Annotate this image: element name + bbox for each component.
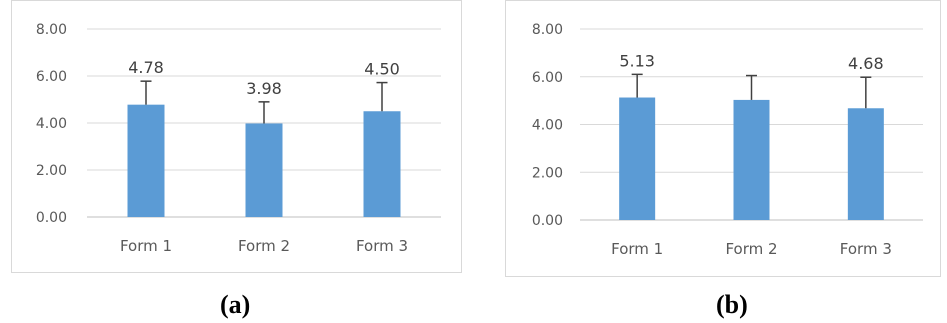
- bar-1: [619, 97, 656, 220]
- bar-chart-a: 0.00 2.00 4.00 6.00 8.00 4.78 Form 1 3.98 Form 2…: [11, 0, 462, 273]
- bar-3: [363, 111, 401, 217]
- data-label-2: 3.98: [246, 79, 282, 98]
- y-tick-label: 2.00: [532, 165, 563, 181]
- chart-panel-b: 0.00 2.00 4.00 6.00 8.00 5.13 Form 1 Form 2 4.68…: [505, 0, 941, 277]
- y-tick-label: 8.00: [532, 22, 563, 38]
- category-label-3: Form 3: [840, 240, 892, 258]
- y-tick-label: 8.00: [36, 22, 67, 38]
- y-tick-label: 4.00: [36, 116, 67, 132]
- category-label-2: Form 2: [238, 237, 290, 255]
- y-tick-label: 6.00: [532, 70, 563, 86]
- bar-1: [127, 104, 165, 217]
- caption-b: (b): [716, 290, 748, 319]
- y-tick-label: 0.00: [532, 213, 563, 229]
- data-label-3: 4.50: [364, 60, 400, 79]
- caption-a: (a): [220, 290, 251, 319]
- data-label-3: 4.68: [848, 54, 884, 73]
- y-tick-label: 4.00: [532, 118, 563, 134]
- bar-2: [733, 99, 770, 220]
- bar-3: [847, 108, 884, 220]
- category-label-3: Form 3: [356, 237, 408, 255]
- category-label-1: Form 1: [611, 240, 663, 258]
- y-tick-label: 0.00: [36, 210, 67, 226]
- bar-2: [245, 123, 283, 217]
- y-tick-label: 6.00: [36, 69, 67, 85]
- bar-chart-b: 0.00 2.00 4.00 6.00 8.00 5.13 Form 1 Form 2 4.68…: [505, 0, 941, 277]
- category-label-1: Form 1: [120, 237, 172, 255]
- data-label-1: 5.13: [619, 51, 655, 70]
- y-tick-label: 2.00: [36, 163, 67, 179]
- category-label-2: Form 2: [725, 240, 777, 258]
- chart-panel-a: 0.00 2.00 4.00 6.00 8.00 4.78 Form 1 3.98 Form 2…: [11, 0, 462, 273]
- data-label-1: 4.78: [128, 58, 164, 77]
